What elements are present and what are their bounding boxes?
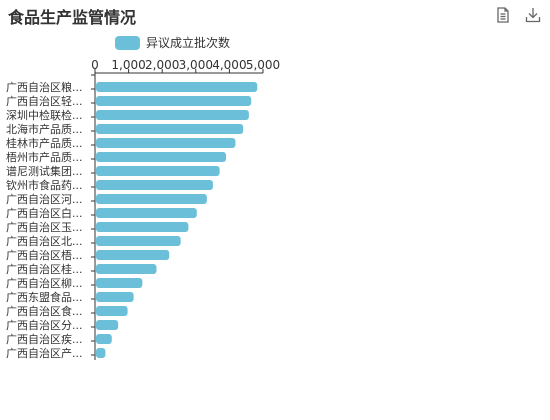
bar[interactable]: [96, 96, 252, 106]
bar[interactable]: [96, 250, 170, 260]
legend-label: 异议成立批次数: [146, 36, 231, 50]
bar[interactable]: [96, 278, 143, 288]
category-label: 北海市产品质...: [6, 122, 83, 136]
bar[interactable]: [96, 236, 181, 246]
category-label: 广西自治区分...: [6, 318, 83, 332]
bar[interactable]: [96, 124, 244, 134]
category-label: 广西自治区玉...: [6, 220, 83, 234]
bar[interactable]: [96, 166, 220, 176]
bar[interactable]: [96, 264, 157, 274]
x-tick-label: 0: [91, 58, 99, 72]
category-label: 广西自治区轻...: [6, 94, 83, 108]
bar[interactable]: [96, 180, 213, 190]
category-label: 钦州市食品药...: [6, 178, 83, 192]
x-tick-label: 1,000: [111, 58, 145, 72]
category-label: 广西自治区桂...: [6, 262, 83, 276]
x-tick-label: 2,000: [145, 58, 179, 72]
x-tick-label: 4,000: [212, 58, 246, 72]
bar[interactable]: [96, 208, 197, 218]
category-label: 广西东盟食品...: [6, 290, 83, 304]
bar[interactable]: [96, 306, 128, 316]
chart-title: 食品生产监管情况: [8, 8, 137, 27]
data-view-icon[interactable]: [494, 6, 512, 24]
bar[interactable]: [96, 348, 106, 358]
category-label: 广西自治区食...: [6, 304, 83, 318]
x-tick-label: 5,000: [246, 58, 280, 72]
category-label: 广西自治区产...: [6, 346, 83, 360]
category-label: 广西自治区柳...: [6, 276, 83, 290]
category-label: 谱尼测试集团...: [6, 164, 83, 178]
bar[interactable]: [96, 334, 112, 344]
bar[interactable]: [96, 320, 119, 330]
category-label: 广西自治区粮...: [6, 80, 83, 94]
category-label: 桂林市产品质...: [6, 136, 83, 150]
bar[interactable]: [96, 82, 258, 92]
bar[interactable]: [96, 292, 134, 302]
category-label: 广西自治区河...: [6, 192, 83, 206]
category-label: 深圳中检联检...: [6, 108, 83, 122]
category-label: 梧州市产品质...: [6, 150, 83, 164]
legend-swatch: [115, 35, 140, 50]
download-icon[interactable]: [524, 6, 542, 24]
category-label: 广西自治区北...: [6, 234, 83, 248]
bar[interactable]: [96, 138, 236, 148]
category-label: 广西自治区白...: [6, 206, 83, 220]
bar[interactable]: [96, 222, 189, 232]
x-tick-label: 3,000: [179, 58, 213, 72]
legend-item[interactable]: 异议成立批次数: [115, 34, 230, 51]
bar[interactable]: [96, 110, 249, 120]
bar[interactable]: [96, 152, 227, 162]
category-label: 广西自治区疾...: [6, 332, 83, 346]
category-label: 广西自治区梧...: [6, 248, 83, 262]
chart-toolbar: [494, 6, 542, 24]
bar[interactable]: [96, 194, 207, 204]
